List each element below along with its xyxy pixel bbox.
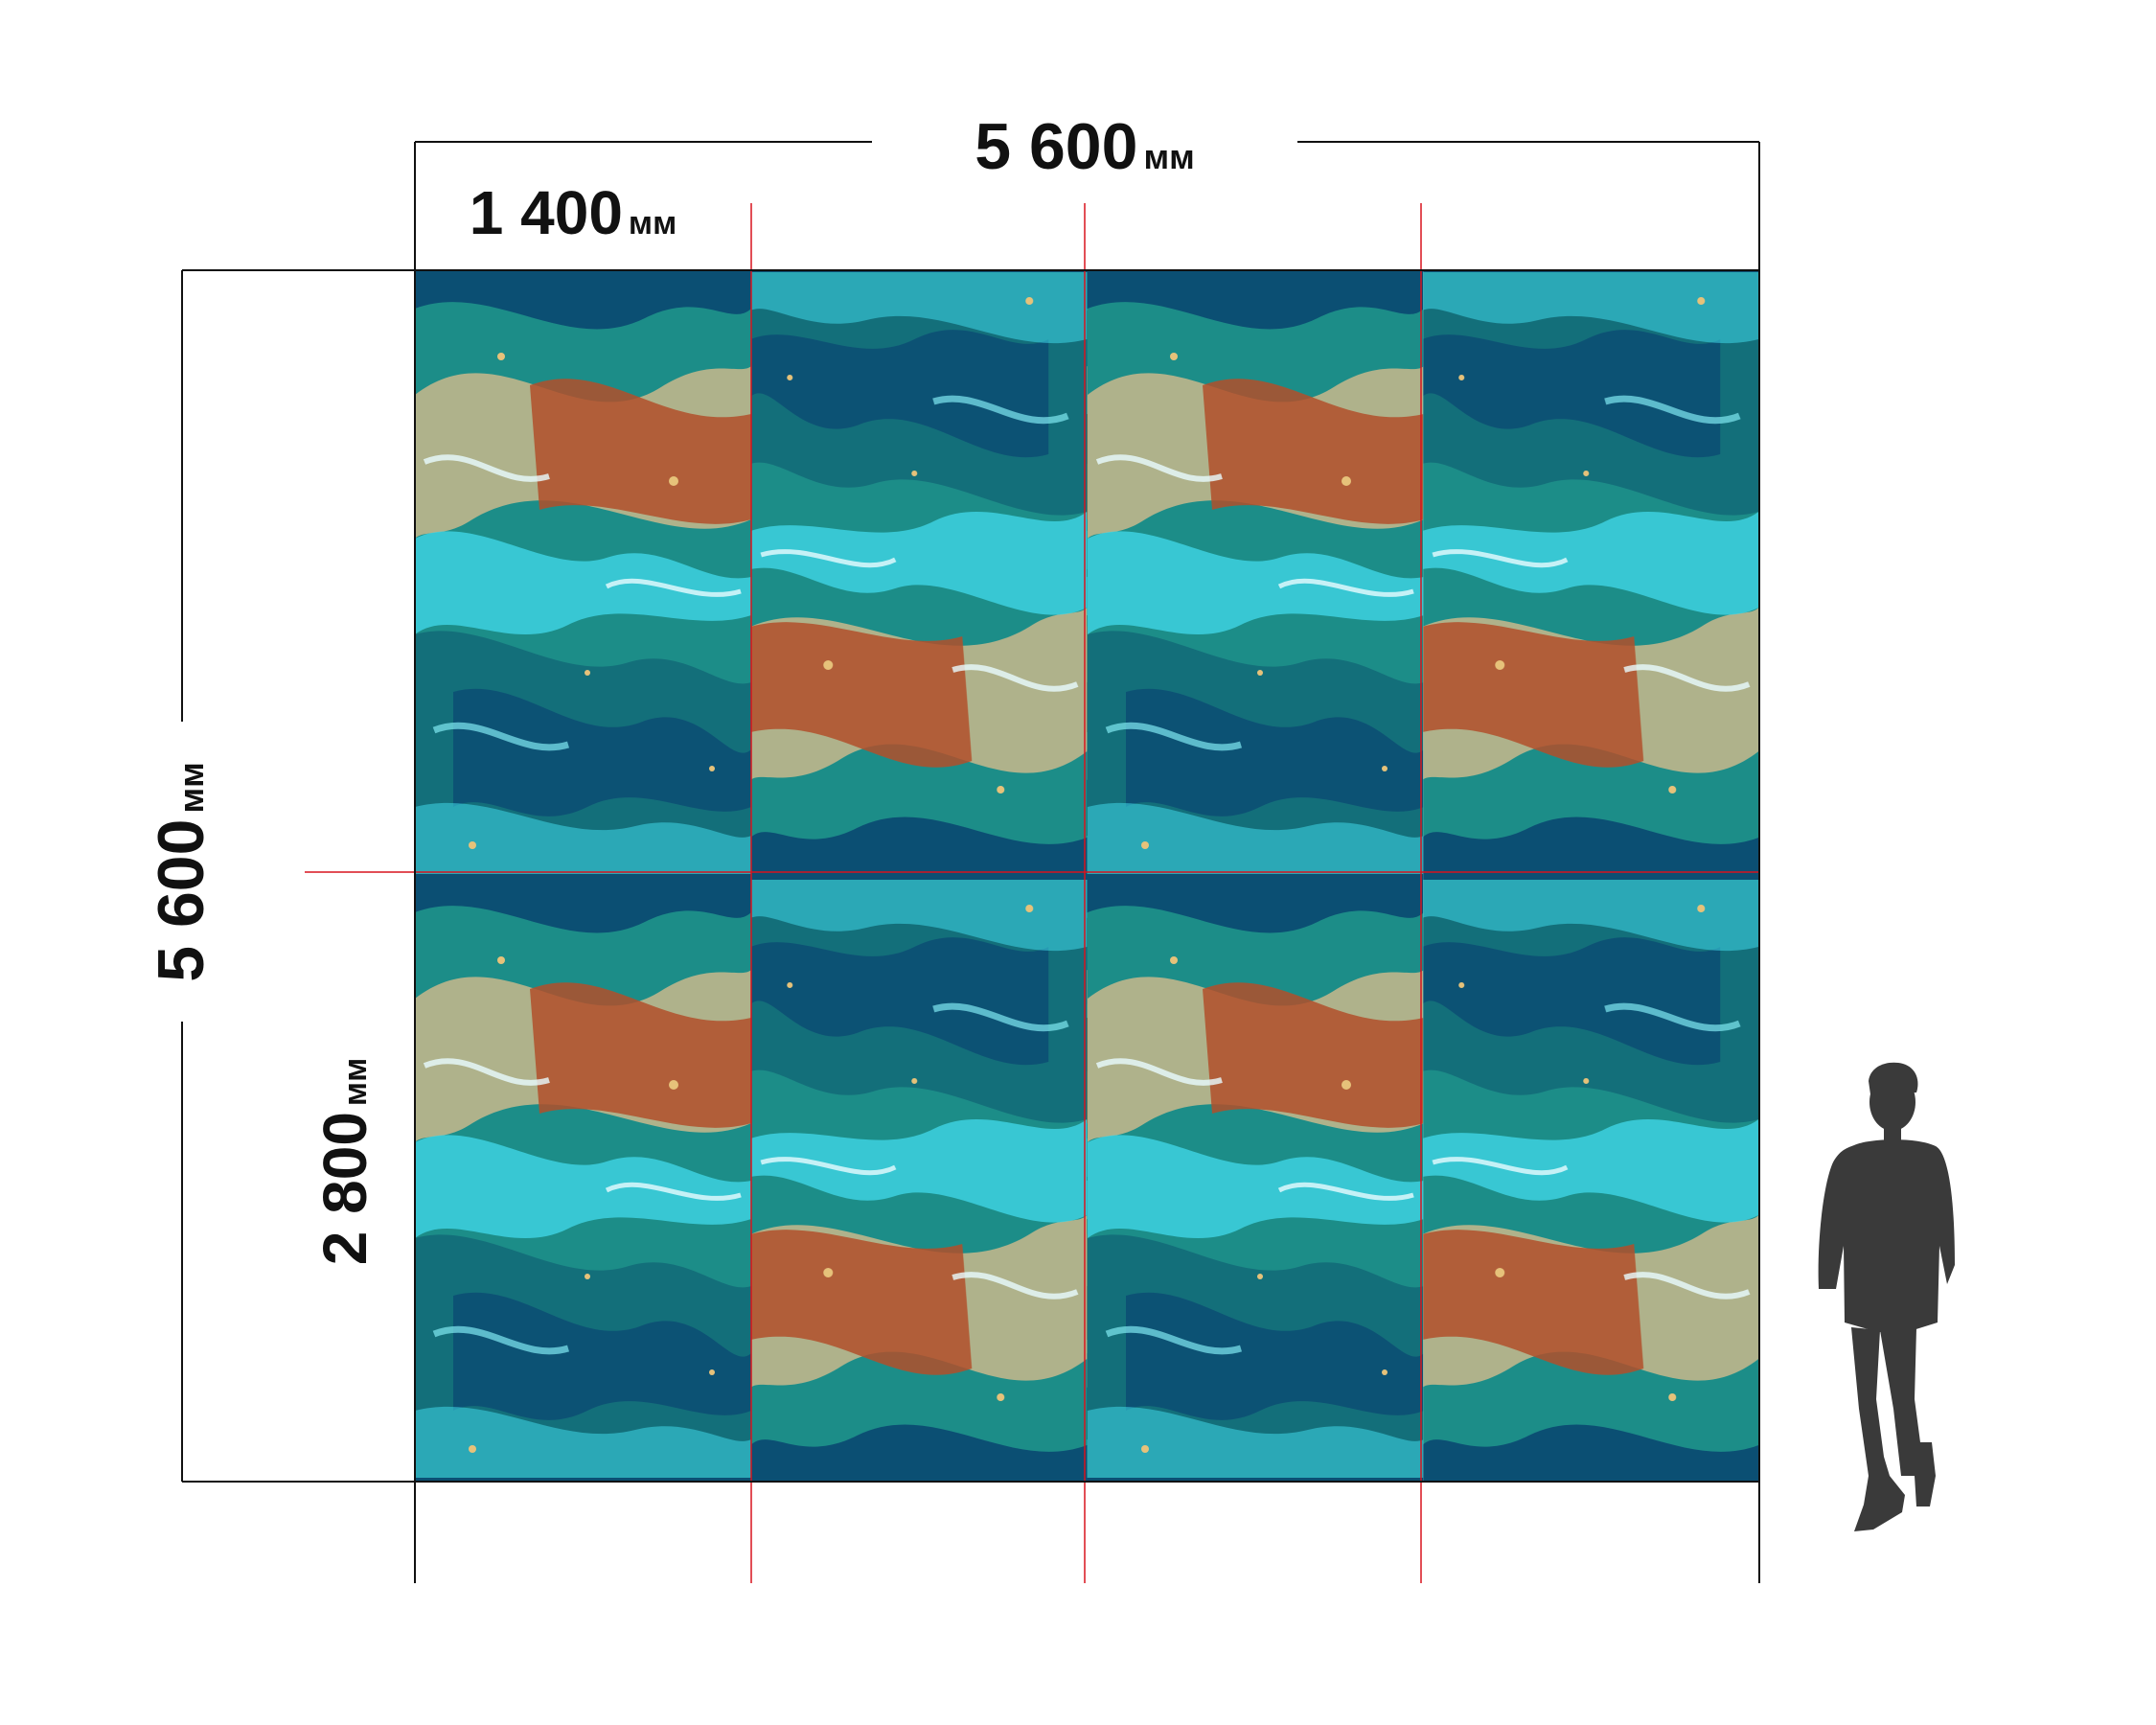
mural-panel-r2-c4 (1423, 876, 1759, 1482)
mural-panel-r1-c3 (1087, 270, 1424, 876)
mural-panel-r1-c2 (750, 270, 1088, 876)
mural-panels-grid (415, 270, 1759, 1482)
mural-panel-r1-c1 (415, 270, 751, 876)
mural-panel-r2-c2 (750, 876, 1088, 1482)
mural-panel-r2-c3 (1087, 876, 1424, 1482)
mural-panel-r1-c4 (1423, 270, 1759, 876)
panel-cut-lines (305, 203, 1759, 1583)
total-width-label: 5 600 мм (975, 110, 1194, 183)
person-silhouette-icon (1818, 1062, 1955, 1531)
panel-height-label: 2 800мм (310, 1058, 379, 1265)
total-height-label: 5 600мм (145, 762, 218, 981)
dimension-lines (181, 141, 1760, 1583)
panel-width-label: 1 400 мм (470, 178, 677, 247)
mural-panel-r2-c1 (415, 876, 751, 1482)
